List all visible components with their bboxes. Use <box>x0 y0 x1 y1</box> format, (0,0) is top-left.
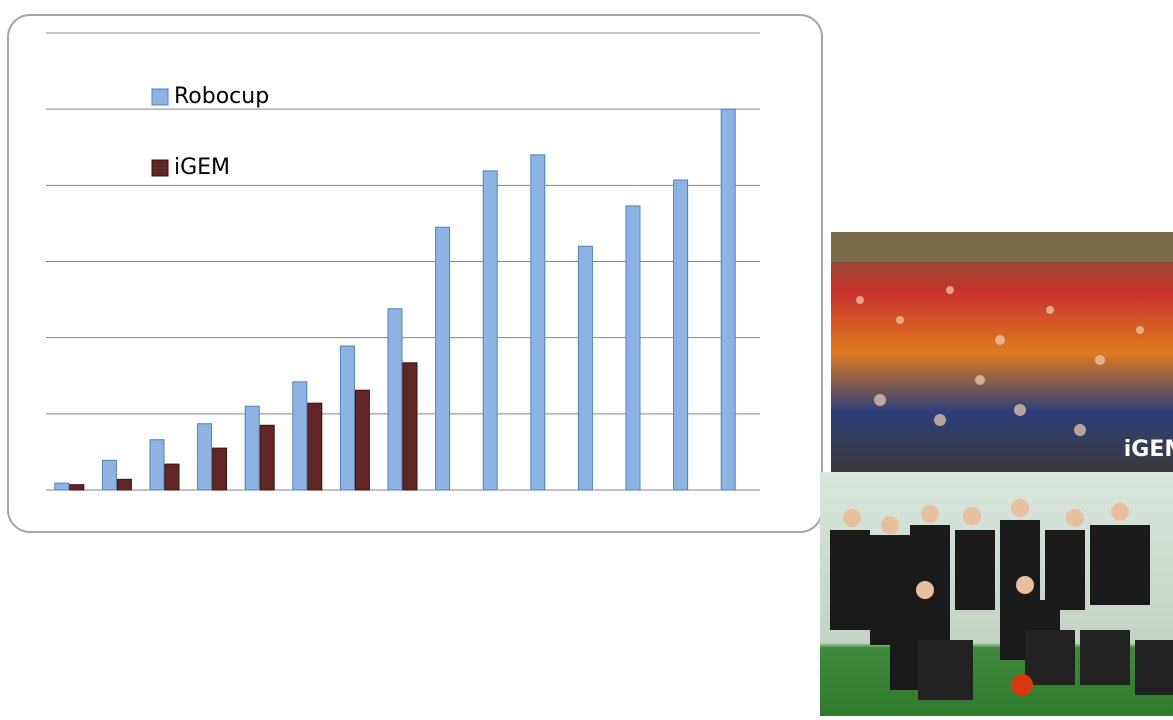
photo-team <box>820 472 1173 716</box>
bar <box>164 463 180 491</box>
bar <box>339 345 355 491</box>
bar <box>625 205 641 491</box>
bar <box>387 308 403 491</box>
legend-label: Robocup <box>174 84 269 109</box>
legend-swatch <box>151 88 169 106</box>
bar <box>69 484 85 491</box>
bar <box>259 424 275 491</box>
bar <box>149 439 165 491</box>
bar <box>101 459 117 491</box>
svg-text:iGEM: iGEM <box>1124 437 1173 462</box>
bar <box>244 405 260 491</box>
plot: Robocup iGEM <box>46 32 760 491</box>
chart-frame <box>7 14 823 533</box>
legend-swatch <box>151 159 169 177</box>
bar <box>307 402 323 491</box>
bar <box>292 381 308 491</box>
bar <box>212 447 228 491</box>
bar <box>673 179 689 491</box>
legend-label: iGEM <box>174 155 230 180</box>
bar <box>54 482 70 491</box>
bar <box>197 423 213 491</box>
bar <box>116 478 132 491</box>
bar <box>354 389 370 491</box>
bar <box>482 170 498 491</box>
photo-crowd: iGEM <box>831 232 1173 472</box>
bar <box>435 226 451 491</box>
bar <box>402 362 418 491</box>
bar <box>720 108 736 491</box>
bar <box>530 154 546 491</box>
bar <box>577 245 593 491</box>
